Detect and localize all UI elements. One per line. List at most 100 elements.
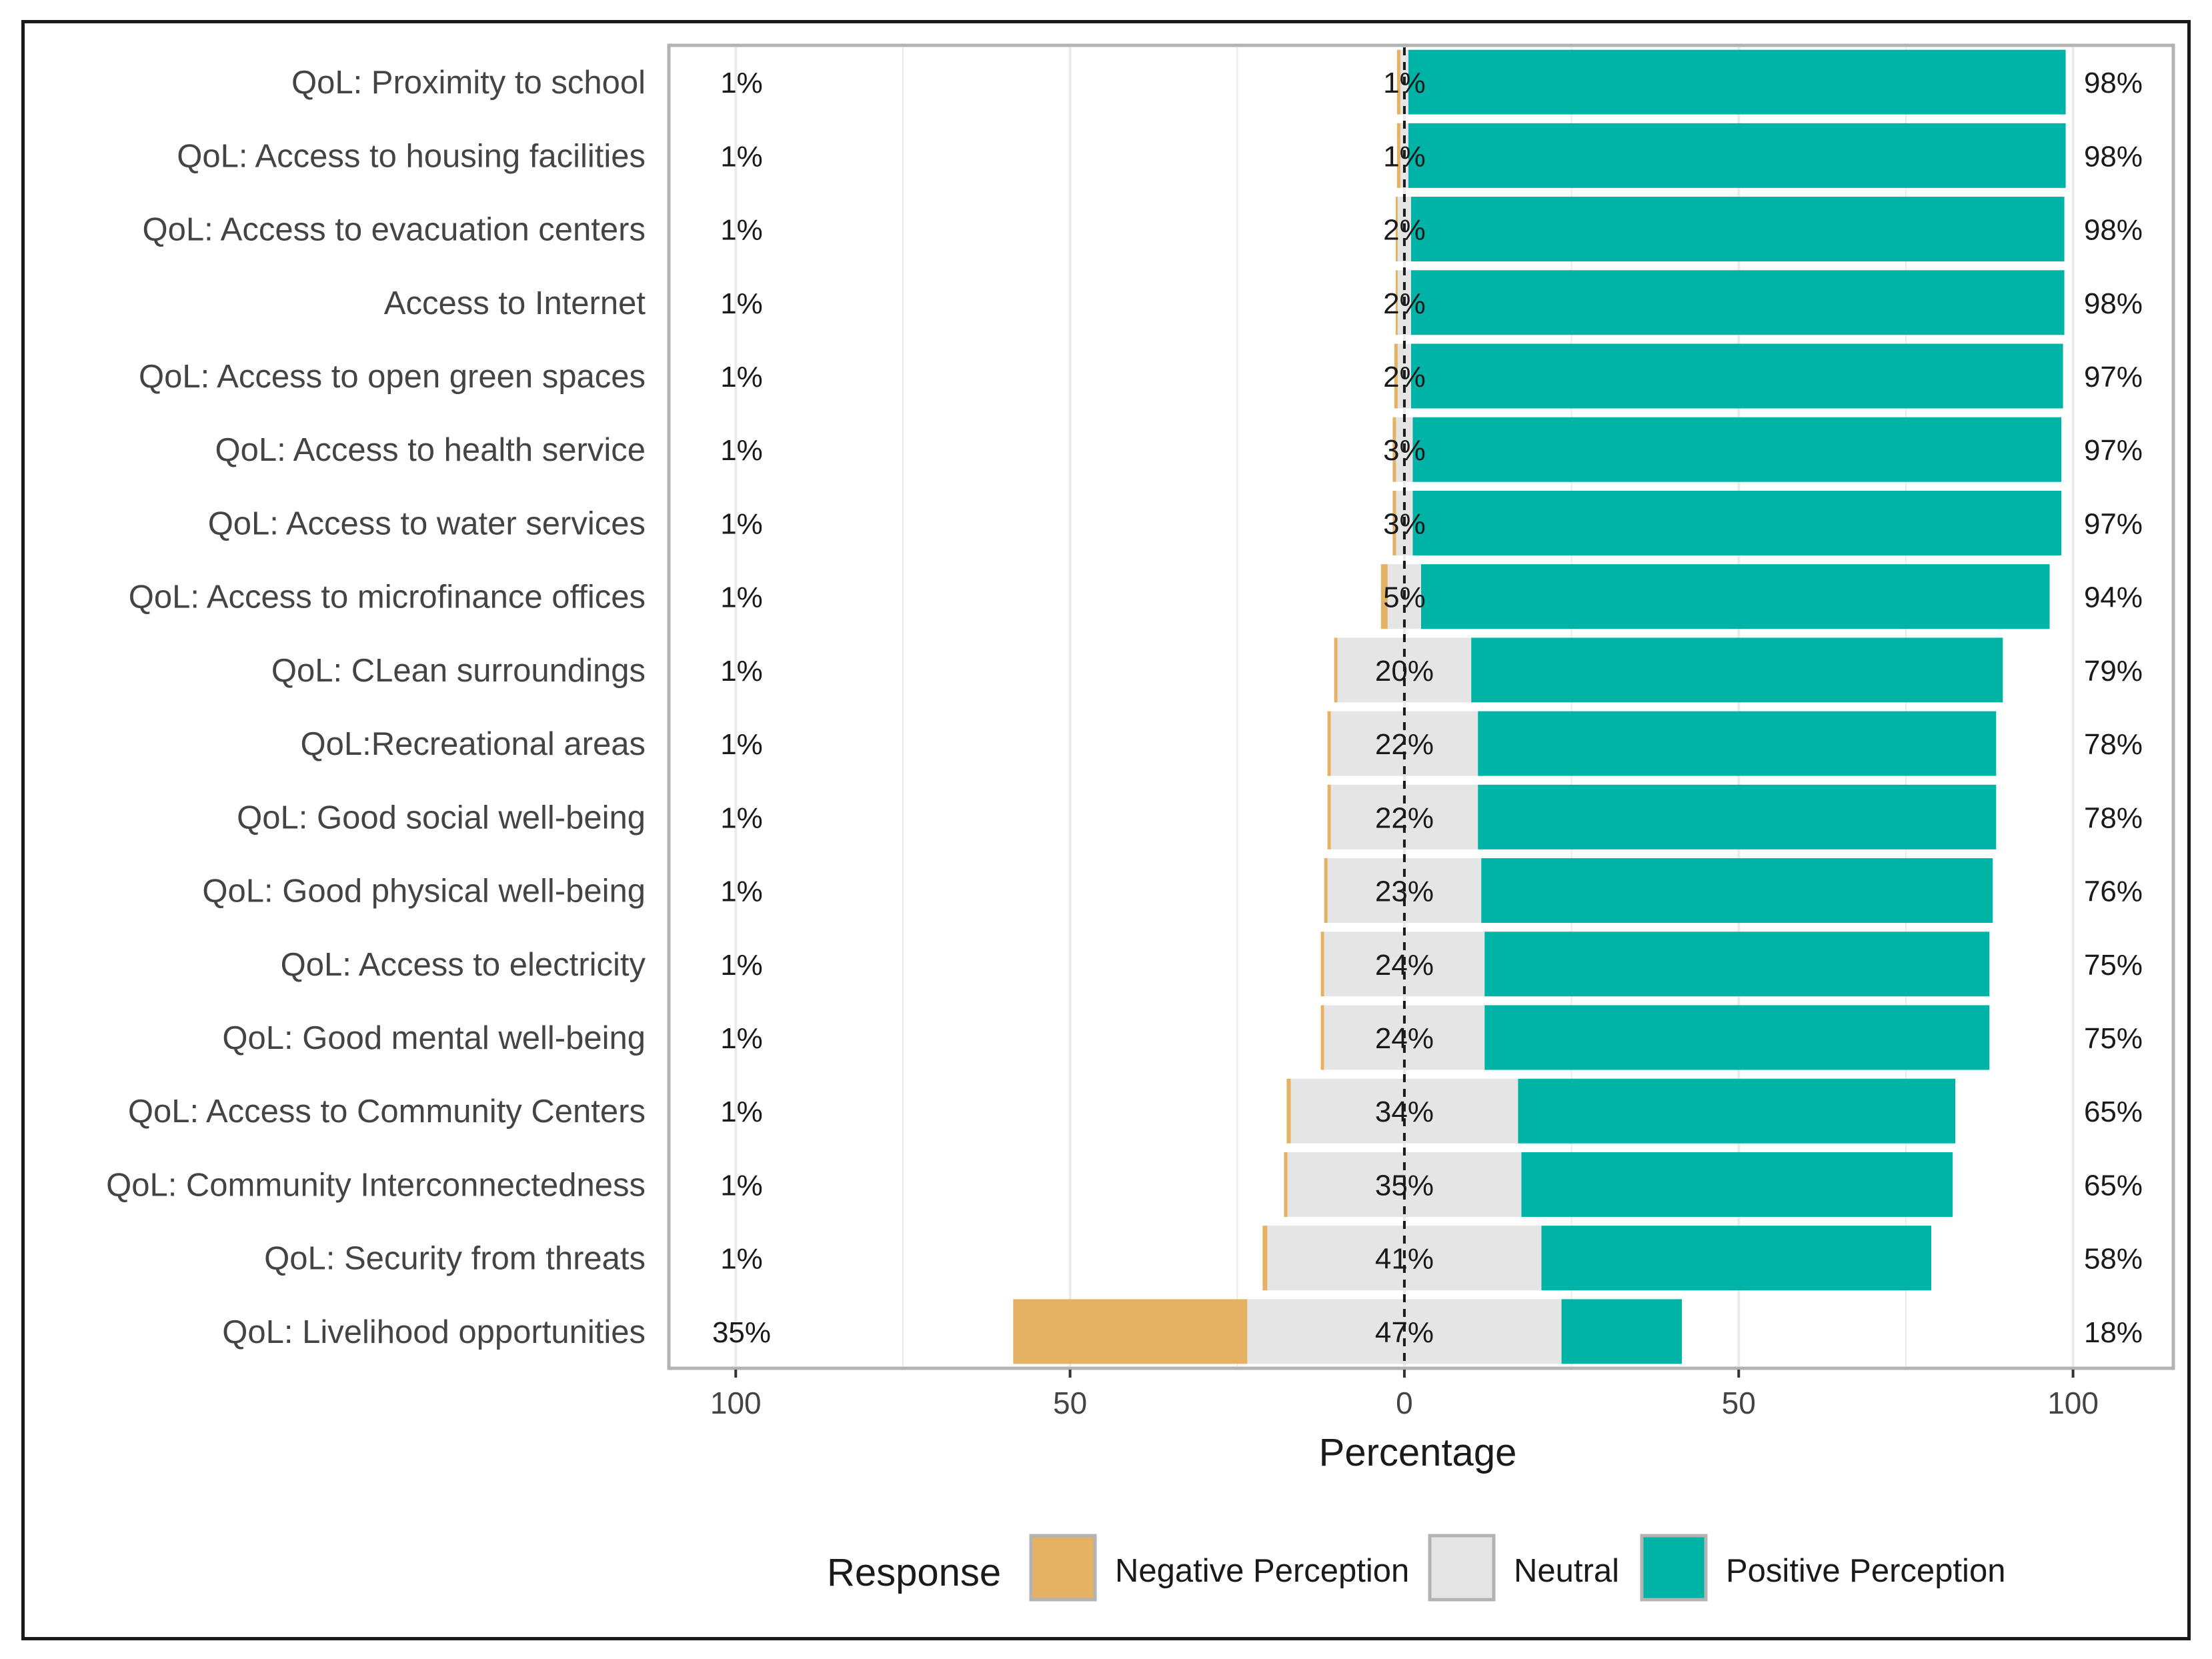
- plot-panel: [667, 43, 2175, 1370]
- negative-percent-label: 1%: [720, 67, 763, 99]
- bar-positive: [1471, 637, 2003, 703]
- legend-key: [1029, 1534, 1097, 1602]
- bar-negative: [1334, 637, 1338, 703]
- positive-percent-label: 65%: [2084, 1169, 2143, 1202]
- neutral-percent-label: 20%: [1375, 655, 1434, 687]
- positive-percent-label: 78%: [2084, 728, 2143, 761]
- category-label: QoL: Access to housing facilities: [177, 138, 646, 174]
- negative-percent-label: 1%: [720, 1022, 763, 1055]
- neutral-percent-label: 47%: [1375, 1316, 1434, 1349]
- negative-percent-label: 1%: [720, 434, 763, 467]
- bar-positive: [1410, 270, 2065, 335]
- positive-percent-label: 78%: [2084, 801, 2143, 834]
- x-tick-label: 100: [2047, 1386, 2099, 1420]
- positive-percent-label: 75%: [2084, 1022, 2143, 1055]
- bar-negative: [1284, 1152, 1288, 1217]
- category-label: QoL: Access to Community Centers: [128, 1094, 646, 1130]
- bar-negative: [1394, 343, 1398, 409]
- bar-positive: [1484, 1005, 1990, 1070]
- neutral-percent-label: 1%: [1383, 67, 1426, 99]
- category-label: QoL: Access to health service: [215, 432, 646, 468]
- category-label: QoL: Community Interconnectedness: [106, 1167, 646, 1203]
- x-tick-label: 50: [1053, 1386, 1087, 1420]
- negative-percent-label: 1%: [720, 140, 763, 173]
- bar-positive: [1410, 343, 2063, 409]
- negative-percent-label: 1%: [720, 655, 763, 687]
- negative-percent-label: 1%: [720, 214, 763, 247]
- positive-percent-label: 97%: [2084, 507, 2143, 540]
- bar-negative: [1327, 784, 1331, 850]
- positive-percent-label: 98%: [2084, 67, 2143, 99]
- positive-percent-label: 58%: [2084, 1243, 2143, 1276]
- negative-percent-label: 35%: [712, 1316, 771, 1349]
- positive-percent-label: 98%: [2084, 287, 2143, 320]
- bar-negative: [1380, 564, 1388, 629]
- bar-negative: [1395, 270, 1398, 335]
- legend: Response Negative Perception Neutral Posit…: [827, 1534, 2005, 1602]
- negative-percent-label: 1%: [720, 1243, 763, 1276]
- neutral-percent-label: 3%: [1383, 507, 1426, 540]
- category-label: QoL: Access to microfinance offices: [129, 579, 646, 615]
- neutral-percent-label: 34%: [1375, 1096, 1434, 1128]
- category-label: QoL: Good mental well-being: [222, 1020, 646, 1056]
- bar-negative: [1013, 1299, 1248, 1364]
- category-label: QoL:Recreational areas: [300, 726, 646, 762]
- category-label: QoL: Livelihood opportunities: [222, 1314, 646, 1350]
- category-label: QoL: Access to electricity: [281, 947, 646, 983]
- neutral-percent-label: 41%: [1375, 1243, 1434, 1276]
- bar-positive: [1412, 417, 2062, 482]
- bar-positive: [1541, 1226, 1932, 1291]
- bar-positive: [1481, 858, 1993, 924]
- positive-percent-label: 98%: [2084, 214, 2143, 247]
- bar-negative: [1320, 932, 1324, 997]
- legend-title: Response: [827, 1551, 1001, 1594]
- negative-percent-label: 1%: [720, 1169, 763, 1202]
- neutral-percent-label: 3%: [1383, 434, 1426, 467]
- neutral-percent-label: 23%: [1375, 876, 1434, 908]
- positive-percent-label: 76%: [2084, 876, 2143, 908]
- x-tick-label: 50: [1722, 1386, 1756, 1420]
- category-label: QoL: Access to evacuation centers: [143, 212, 646, 248]
- positive-percent-label: 98%: [2084, 140, 2143, 173]
- positive-percent-label: 18%: [2084, 1316, 2143, 1349]
- neutral-percent-label: 2%: [1383, 287, 1426, 320]
- bar-negative: [1395, 197, 1398, 262]
- positive-percent-label: 65%: [2084, 1096, 2143, 1128]
- bar-negative: [1396, 123, 1400, 188]
- neutral-percent-label: 24%: [1375, 1022, 1434, 1055]
- x-axis-title: Percentage: [1319, 1431, 1517, 1474]
- category-label: QoL: Good physical well-being: [202, 874, 646, 910]
- legend-key: [1640, 1534, 1708, 1602]
- negative-percent-label: 1%: [720, 361, 763, 393]
- neutral-percent-label: 22%: [1375, 728, 1434, 761]
- bar-positive: [1478, 784, 1997, 850]
- category-label: QoL: Access to open green spaces: [139, 359, 646, 395]
- bar-negative: [1262, 1226, 1268, 1291]
- bars-layer: [1013, 49, 2066, 1364]
- negative-percent-label: 1%: [720, 1096, 763, 1128]
- x-tick-label: 0: [1396, 1386, 1413, 1420]
- positive-percent-label: 97%: [2084, 361, 2143, 393]
- neutral-percent-label: 35%: [1375, 1169, 1434, 1202]
- negative-percent-label: 1%: [720, 876, 763, 908]
- legend-key: [1428, 1534, 1496, 1602]
- positive-percent-label: 94%: [2084, 581, 2143, 614]
- bar-negative: [1392, 490, 1396, 555]
- legend-label: Positive Perception: [1726, 1553, 2005, 1589]
- percentage-labels: 1% 1% 98% 1% 1% 98% 1% 2% 98% 1% 2% 98% 1% 2% 97% 1% 3% 9…: [712, 67, 2143, 1349]
- bar-negative: [1286, 1078, 1291, 1144]
- category-label: QoL: Proximity to school: [291, 65, 646, 101]
- bar-negative: [1324, 858, 1328, 924]
- bar-positive: [1410, 197, 2065, 262]
- positive-percent-label: 75%: [2084, 949, 2143, 982]
- category-label: QoL: CLean surroundings: [271, 653, 646, 689]
- negative-percent-label: 1%: [720, 581, 763, 614]
- bar-positive: [1412, 490, 2062, 555]
- bar-negative: [1392, 417, 1396, 482]
- grid-lines: [734, 47, 2075, 1366]
- category-label: QoL: Security from threats: [264, 1241, 646, 1277]
- category-label: QoL: Good social well-being: [237, 799, 646, 836]
- neutral-percent-label: 5%: [1383, 581, 1426, 614]
- neutral-percent-label: 22%: [1375, 801, 1434, 834]
- category-label: Access to Internet: [384, 285, 646, 321]
